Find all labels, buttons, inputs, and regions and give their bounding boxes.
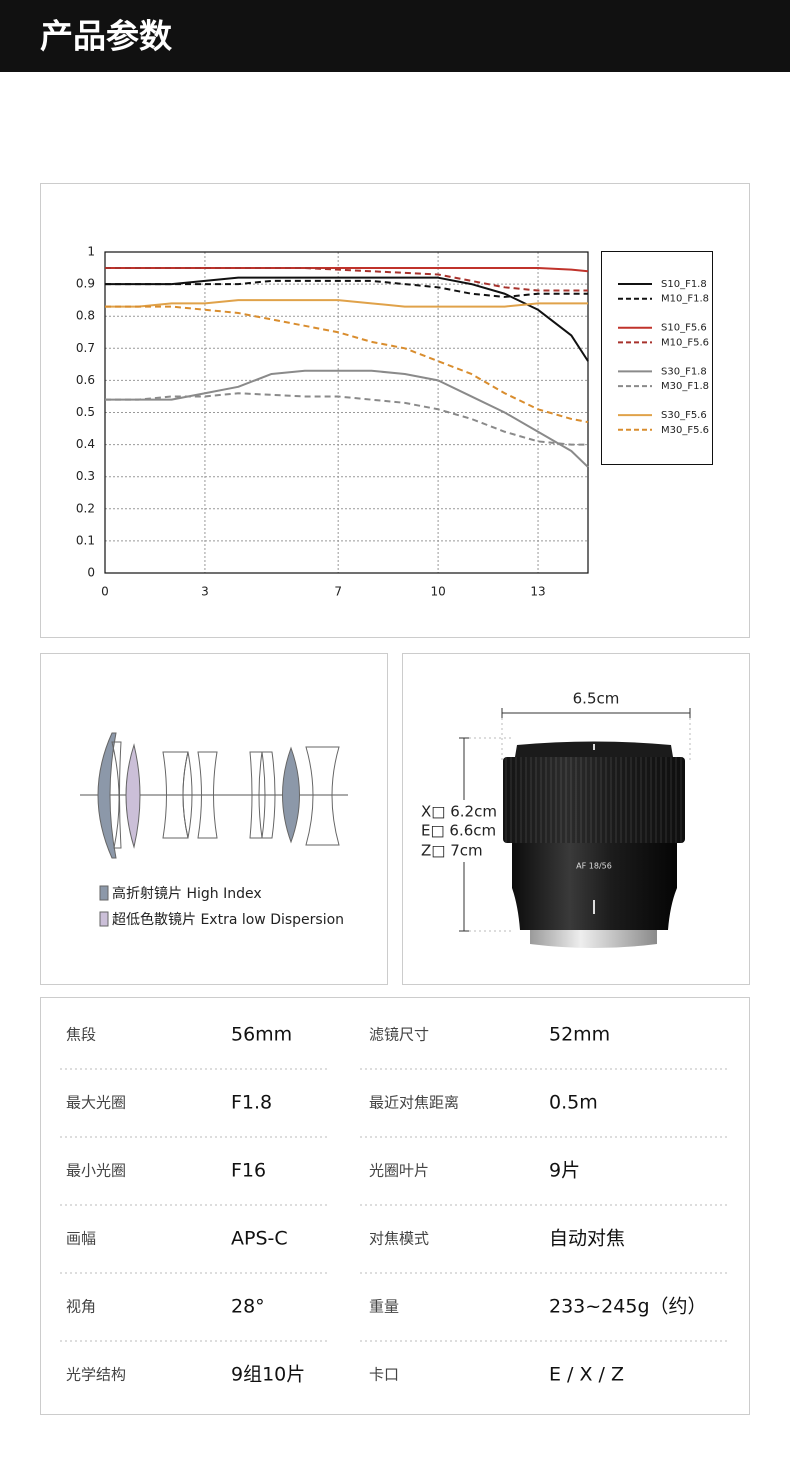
lens-panel [40,653,388,985]
height-label: Z□ 7cm [421,842,483,860]
y-tick-label: 1 [87,245,95,259]
spec-value: F16 [231,1160,266,1182]
lens-marking: AF 18/56 [576,862,612,871]
spec-label: 滤镜尺寸 [369,1026,429,1044]
series-line [105,392,588,446]
spec-panel [40,997,750,1415]
spec-label: 最小光圈 [66,1162,126,1180]
legend-label: M10_F5.6 [661,337,709,348]
plot-frame [104,251,589,574]
series-line [105,299,588,308]
series-line [105,276,589,362]
lens-diagram: 高折射镜片 High Index 超低色散镜片 Extra low Disper… [80,732,348,928]
legend-label: S30_F5.6 [661,410,707,421]
spec-value: 233~245g（约） [549,1296,707,1318]
x-tick-label: 0 [101,585,109,599]
y-tick-label: 0.8 [76,309,95,323]
series-line [105,267,588,292]
y-tick-label: 0.9 [76,277,95,291]
y-tick-label: 0.7 [76,341,95,355]
legend-label: 高折射镜片 High Index [112,885,262,902]
spec-label: 最近对焦距离 [369,1094,459,1112]
spec-value: E / X / Z [549,1364,624,1386]
legend-swatch [99,885,109,901]
series-line [105,279,588,298]
spec-label: 重量 [369,1298,399,1316]
spec-label: 卡口 [369,1366,399,1384]
width-label: 6.5cm [573,690,620,708]
spec-label: 最大光圈 [66,1094,126,1112]
spec-label: 视角 [66,1298,96,1316]
y-tick-label: 0.1 [76,533,95,547]
x-tick-label: 13 [530,585,545,599]
height-label: E□ 6.6cm [421,822,496,840]
legend: S10_F1.8 M10_F1.8 S10_F5.6 M10_F5.6 S30_F1.8… [618,279,709,436]
y-tick-label: 0.2 [76,501,95,515]
index-mark [593,900,595,914]
y-tick-label: 0.5 [76,405,95,419]
label-bg [418,800,500,862]
product-image: 6.5cm X□ 6.2cm E□ 6.6cm Z□ 7cm AF 18/56 [418,690,691,948]
legend-label: 超低色散镜片 Extra low Dispersion [112,911,344,928]
x-tick-label: 7 [334,585,342,599]
legend-label: S30_F1.8 [661,366,707,377]
header-title: 产品参数 [40,17,173,56]
y-tick-label: 0.6 [76,373,95,387]
x-tick-label: 3 [201,585,209,599]
lens-element [97,732,117,859]
lens-element [197,751,218,839]
index-mark [593,744,595,750]
spec-label: 光圈叶片 [369,1162,429,1180]
legend-label: M30_F5.6 [661,425,709,436]
lens-mount [530,930,657,948]
lens-element [261,751,276,839]
spec-value: 28° [231,1296,265,1318]
spec-value: 0.5m [549,1092,598,1114]
spec-value: 9片 [549,1160,580,1182]
spec-table: 焦段 56mm 滤镜尺寸 52mm 最大光圈 F1.8 最近对焦距离 0.5m 最小光圈 F16 光… [60,1024,730,1386]
spec-value: APS-C [231,1228,288,1250]
spec-value: 52mm [549,1024,610,1046]
x-tick-label: 10 [430,585,445,599]
mtf-chart: 00.10.20.30.40.50.60.70.80.910 3 7 10 13 [76,245,589,599]
legend-label: M10_F1.8 [661,294,709,305]
legend-label: S10_F1.8 [661,279,707,290]
legend-swatch [99,911,109,927]
spec-label: 画幅 [66,1230,96,1248]
lens-body [512,843,677,930]
series-line [105,305,589,424]
legend-label: S10_F5.6 [661,323,707,334]
focus-ring-shade [503,757,685,843]
y-tick-label: 0 [87,566,95,580]
spec-value: 自动对焦 [549,1228,625,1250]
lens-element [282,746,300,844]
lens-element [125,743,141,849]
spec-label: 对焦模式 [369,1230,429,1248]
height-label: X□ 6.2cm [421,803,497,821]
spec-value: 9组10片 [231,1364,305,1386]
legend-label: M30_F1.8 [661,381,709,392]
spec-label: 光学结构 [66,1366,126,1384]
header-bar [0,0,790,72]
spec-value: 56mm [231,1024,292,1046]
lens-element [305,746,340,846]
lens-element [111,741,122,849]
spec-label: 焦段 [66,1026,96,1044]
y-tick-label: 0.4 [76,437,95,451]
lens-element [182,751,193,839]
spec-value: F1.8 [231,1092,272,1114]
y-tick-label: 0.3 [76,469,95,483]
